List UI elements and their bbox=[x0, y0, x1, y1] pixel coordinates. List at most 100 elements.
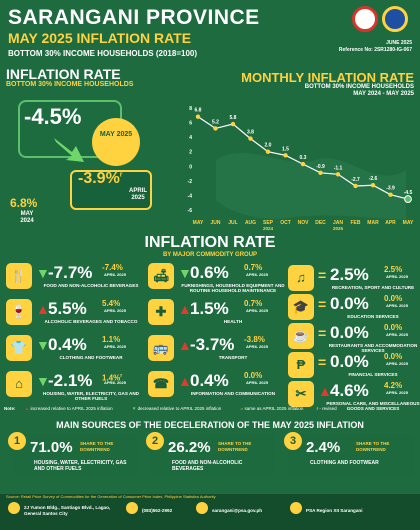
y-tick-label: -6 bbox=[188, 208, 193, 214]
inflation-rate-subheading: BOTTOM 30% INCOME HOUSEHOLDS bbox=[6, 81, 134, 88]
commodity-label: HEALTH bbox=[223, 319, 243, 324]
commodity-item: ⌂ ▼ -2.1% 1.4%r APRIL 2025 HOUSING, WATER, EL… bbox=[6, 370, 139, 403]
may2024-label: MAY 2024 bbox=[20, 211, 34, 224]
source-card: 1 71.0% SHARE TO THE DOWNTREND HOUSING, WAT… bbox=[8, 432, 138, 476]
commodity-prev-value: 0.7% bbox=[244, 299, 263, 308]
data-point bbox=[404, 195, 412, 203]
health-icon: ✚ bbox=[148, 299, 174, 325]
source-rank: 3 bbox=[284, 432, 302, 450]
down-arrow-icon bbox=[54, 138, 84, 162]
commodity-value: 5.5% bbox=[48, 299, 87, 318]
commodity-prev-value: 0.0% bbox=[244, 371, 263, 380]
x-tick-label: FEB bbox=[351, 220, 361, 226]
commodity-item: ₱ = 0.0% 0.0% APRIL 2025 FINANCIAL SERVICES bbox=[288, 351, 416, 384]
inflation-rate-heading: INFLATION RATE bbox=[6, 66, 121, 82]
equal-icon: = bbox=[318, 267, 327, 283]
alcohol-icon: 🍷 bbox=[6, 299, 32, 325]
recreation-icon: ♫ bbox=[288, 265, 314, 291]
commodity-item: 🍴 ▼ -7.7% -7.4% APRIL 2025 FOOD AND NON-ALCOH… bbox=[6, 262, 138, 295]
x-tick-label: JUL bbox=[228, 220, 237, 226]
email-icon bbox=[196, 502, 208, 514]
commodity-item: 🚌 ▲ -3.7% -3.8% APRIL 2025 TRANSPORT bbox=[148, 334, 276, 367]
commodity-prev-label: APRIL 2025 bbox=[246, 308, 268, 313]
x-year-label: 2024 bbox=[263, 226, 274, 231]
commodity-value: 0.0% bbox=[330, 323, 369, 342]
commodity-label: ALCOHOLIC BEVERAGES AND TOBACCO bbox=[44, 319, 138, 324]
data-point bbox=[195, 114, 201, 119]
commodity-prev-label: APRIL 2025 bbox=[246, 272, 268, 277]
note-eq: same as APRIL 2025 inflation bbox=[244, 406, 304, 411]
commodity-prev-label: APRIL 2025 bbox=[246, 344, 268, 349]
y-tick-label: 4 bbox=[189, 135, 192, 141]
housing-icon: ⌂ bbox=[6, 371, 32, 397]
page-title: SARANGANI PROVINCE bbox=[8, 6, 260, 29]
commodity-label: RESTAURANTS AND ACCOMMODATION SERVICES bbox=[328, 343, 418, 354]
data-point bbox=[318, 170, 323, 176]
apr2025-label: APRIL 2025 bbox=[129, 188, 147, 201]
phone-icon bbox=[126, 502, 138, 514]
x-tick-label: AUG bbox=[245, 220, 256, 226]
commodity-prev-label: APRIL 2025 bbox=[104, 344, 126, 349]
x-tick-label: MAR bbox=[367, 220, 379, 226]
source-value: 26.2% bbox=[168, 439, 211, 456]
source-label: FOOD AND NON-ALCOHOLIC BEVERAGES bbox=[172, 460, 243, 472]
data-point bbox=[353, 183, 358, 189]
commodity-value: -2.1% bbox=[48, 371, 93, 390]
equal-icon: = bbox=[240, 406, 244, 411]
data-point bbox=[265, 149, 271, 154]
facebook-icon bbox=[290, 502, 302, 514]
source-rank: 2 bbox=[146, 432, 164, 450]
footer-email[interactable]: sarangani@psa.gov.ph bbox=[212, 508, 263, 513]
up-arrow-icon: ▲ bbox=[178, 301, 192, 317]
up-arrow-icon: ▲ bbox=[318, 383, 332, 399]
x-tick-label: MAY bbox=[403, 220, 414, 226]
x-year-label: 2025 bbox=[333, 226, 344, 231]
commodity-value: 0.4% bbox=[48, 335, 87, 354]
down-arrow-icon: ▼ bbox=[131, 406, 137, 411]
x-tick-label: NOV bbox=[298, 220, 310, 226]
commodity-item: ☎ ▲ 0.4% 0.0% APRIL 2025 INFORMATION AND COMM… bbox=[148, 370, 276, 403]
data-point bbox=[388, 192, 393, 197]
commodity-prev-value: 0.0% bbox=[384, 294, 403, 303]
source-share-label: SHARE TO THE DOWNTREND bbox=[356, 441, 390, 452]
commodity-item: 🎓 = 0.0% 0.0% APRIL 2025 EDUCATION SERVICES bbox=[288, 293, 416, 326]
commodity-item: ✚ ▲ 1.5% 0.7% APRIL 2025 HEALTH bbox=[148, 298, 276, 331]
up-arrow-icon: ▲ bbox=[178, 337, 192, 353]
data-point bbox=[283, 153, 288, 158]
data-label: 1.5 bbox=[282, 146, 289, 152]
commodity-value: 1.5% bbox=[190, 299, 229, 318]
bagong-pilipinas-logo-icon bbox=[382, 6, 408, 32]
data-point bbox=[300, 161, 306, 167]
apr2025-value: -3.9%r bbox=[78, 170, 123, 187]
down-arrow-icon: ▼ bbox=[36, 265, 50, 281]
reference-number: Reference No: 2SR1280-IG-067 bbox=[338, 47, 412, 53]
commodity-prev-label: APRIL 2025 bbox=[386, 390, 408, 395]
data-label: 3.8 bbox=[247, 130, 254, 136]
commodity-subheading: BY MAJOR COMMODITY GROUP bbox=[162, 252, 258, 258]
footer: Source: Retail Price Survey of Commoditi… bbox=[0, 494, 420, 530]
up-arrow-icon: ▲ bbox=[178, 373, 192, 389]
source-value: 2.4% bbox=[306, 439, 341, 456]
x-tick-label: OCT bbox=[280, 220, 291, 226]
sources-heading: MAIN SOURCES OF THE DECELERATION OF THE … bbox=[56, 420, 364, 430]
down-arrow-icon: ▼ bbox=[178, 265, 192, 281]
data-label: -2.7 bbox=[351, 177, 360, 183]
commodity-label: TRANSPORT bbox=[218, 355, 248, 360]
commodity-label: INFORMATION AND COMMUNICATION bbox=[190, 391, 276, 396]
commodity-item: ☕ = 0.0% 0.0% APRIL 2025 RESTAURANTS AND ACCO… bbox=[288, 322, 417, 355]
commodity-value: 0.0% bbox=[330, 294, 369, 313]
transport-icon: 🚌 bbox=[148, 335, 174, 361]
logos bbox=[352, 4, 412, 38]
commodity-prev-value: 4.2% bbox=[384, 381, 403, 390]
data-label: -2.6 bbox=[369, 176, 378, 182]
commodity-prev-value: 2.5% bbox=[384, 265, 403, 274]
footer-facebook[interactable]: PSA Region XII Sarangani bbox=[306, 508, 363, 513]
financial-icon: ₱ bbox=[288, 352, 314, 378]
source-rank: 1 bbox=[8, 432, 26, 450]
up-arrow-icon: ▲ bbox=[36, 301, 50, 317]
note-up: increased relative to APRIL 2025 inflati… bbox=[30, 406, 113, 411]
x-tick-label: JAN bbox=[333, 220, 343, 226]
commodity-prev-value: -7.4% bbox=[102, 263, 123, 272]
commodity-label: FOOD AND NON-ALCOHOLIC BEVERAGES bbox=[43, 283, 139, 288]
down-arrow-icon: ▼ bbox=[36, 373, 50, 389]
